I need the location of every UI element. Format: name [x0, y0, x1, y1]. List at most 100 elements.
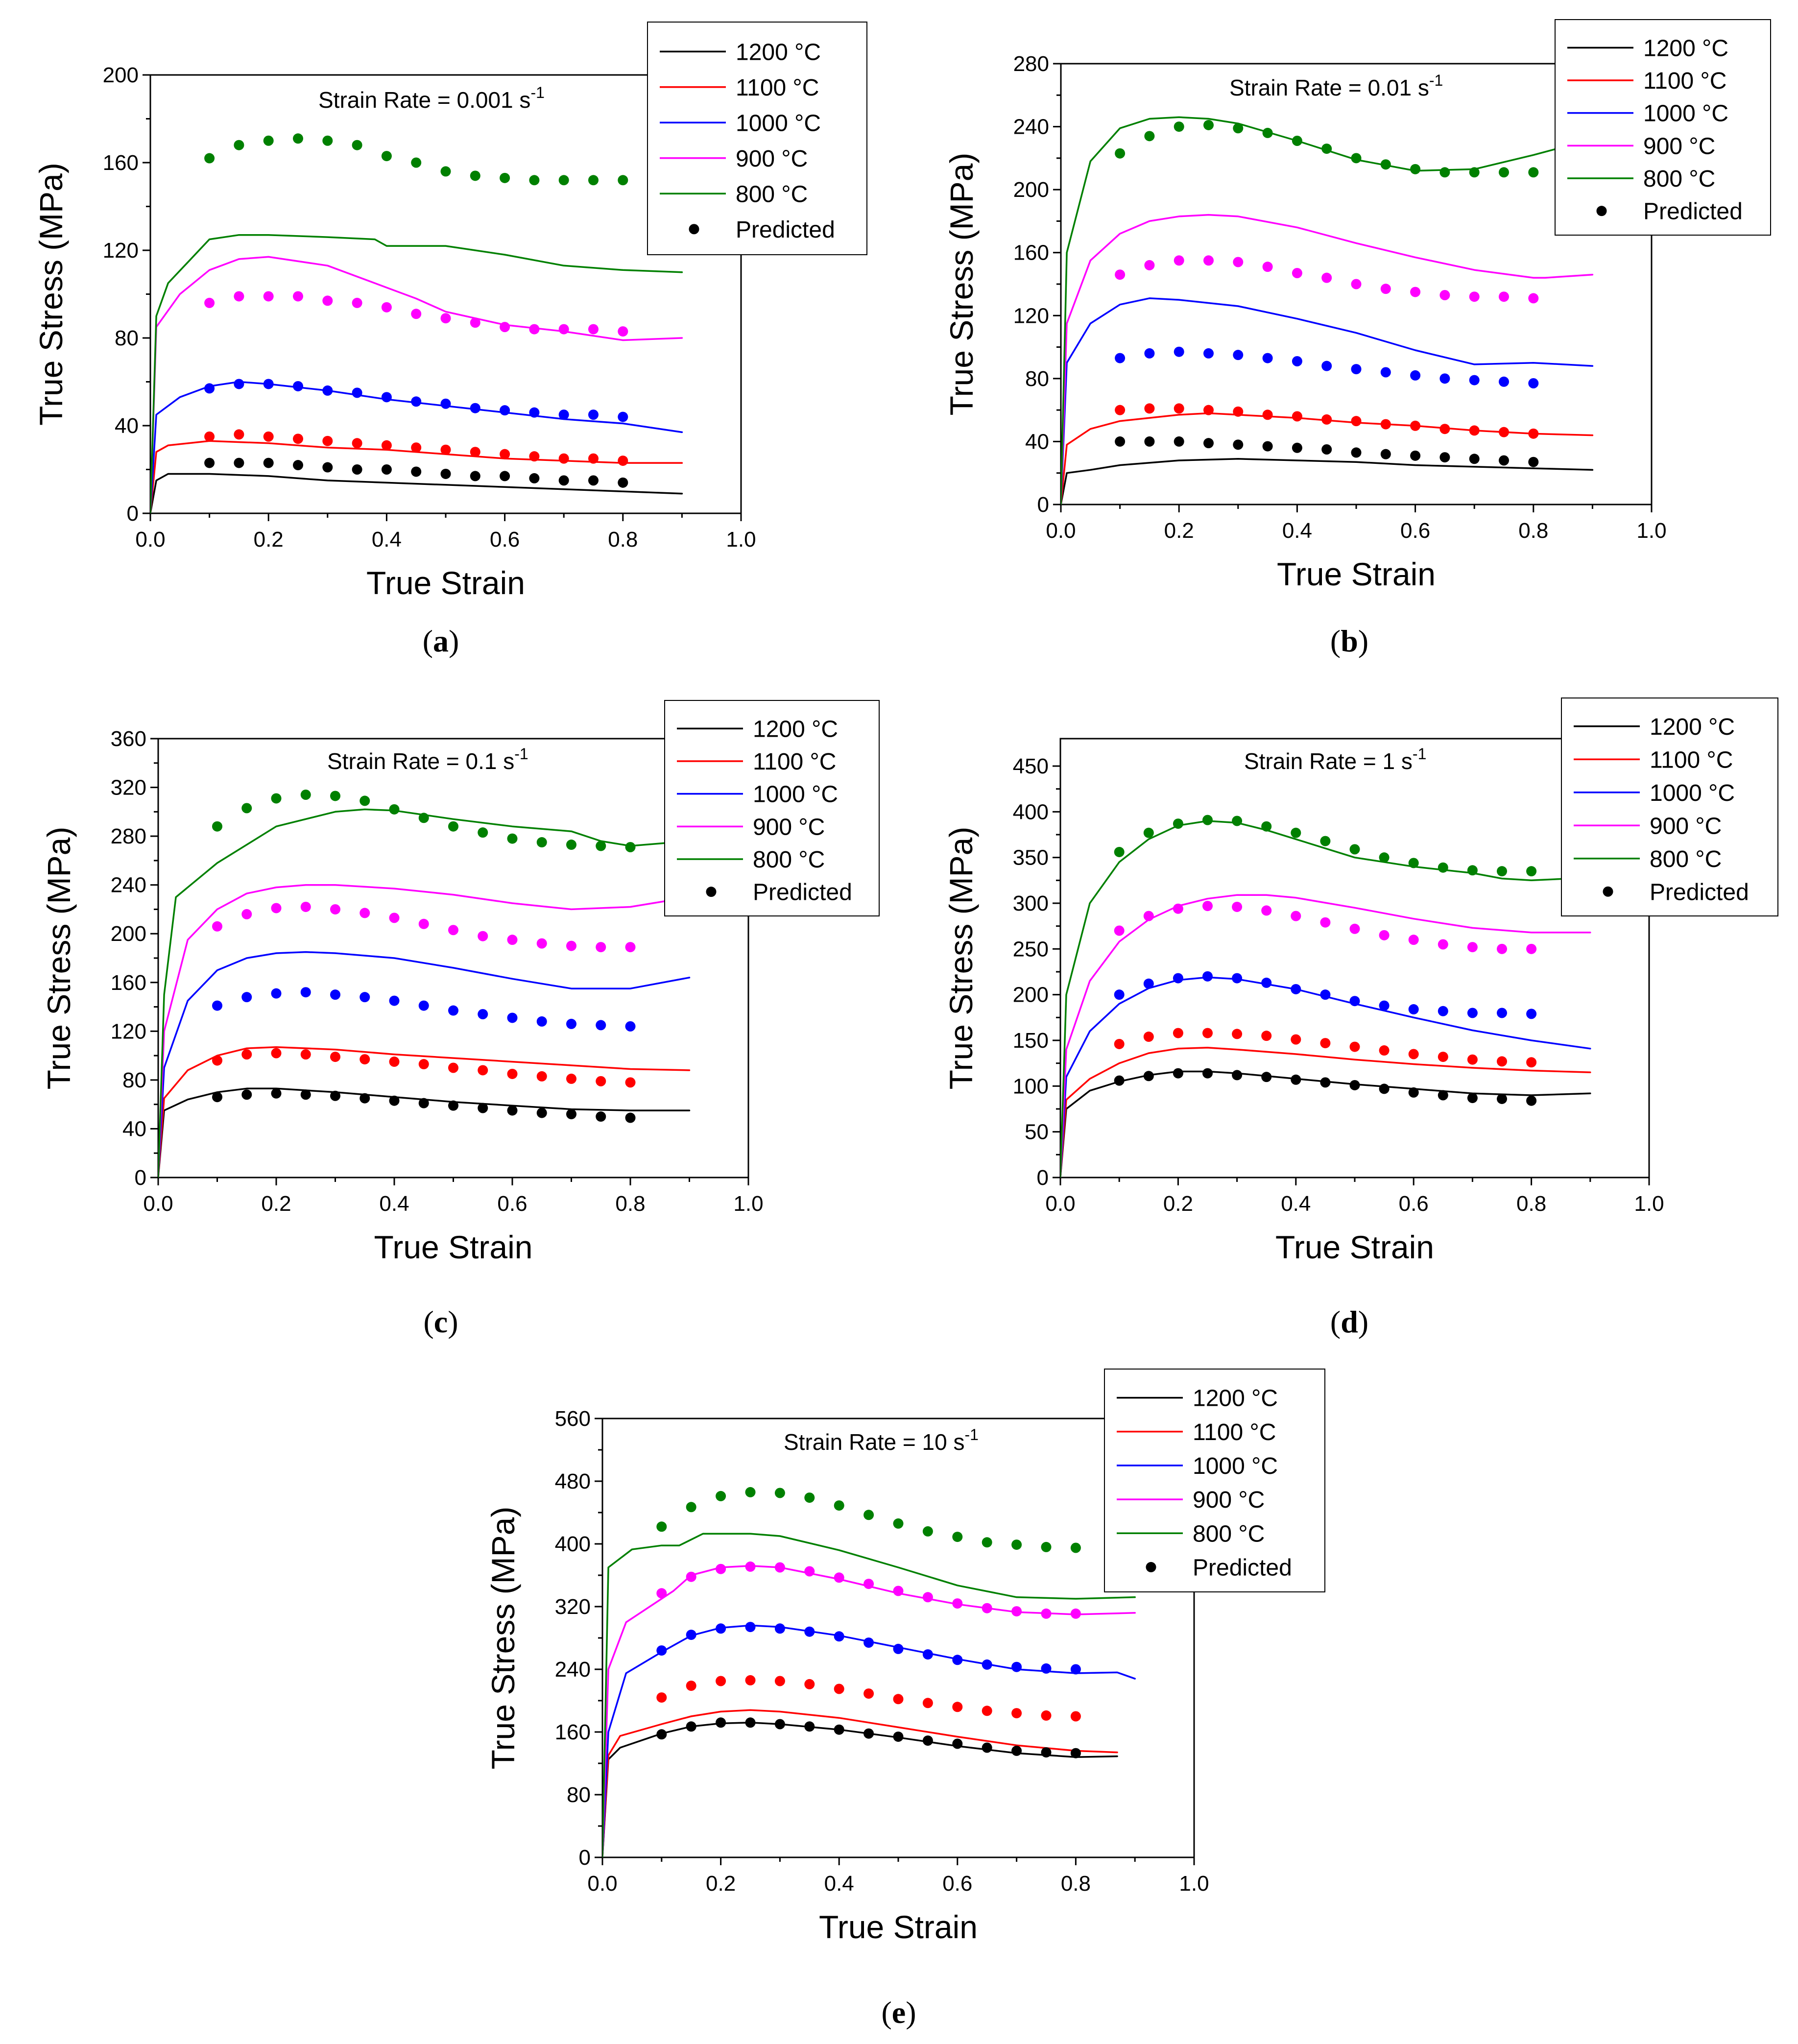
x-tick-label: 0.6 [497, 1192, 527, 1216]
predicted-point-900-c [1497, 943, 1507, 954]
predicted-point-900-c [411, 309, 422, 319]
legend-marker-predicted [1146, 1562, 1156, 1572]
strain-rate-superscript: -1 [514, 745, 528, 763]
predicted-point-800-c [566, 840, 576, 850]
predicted-point-1200-c [863, 1728, 874, 1739]
y-tick-label: 200 [103, 63, 139, 87]
caption-close-paren: ) [906, 1995, 916, 2030]
y-tick-label: 0 [579, 1846, 591, 1870]
predicted-point-1200-c [834, 1724, 844, 1735]
predicted-point-1100-c [1349, 1041, 1360, 1052]
y-tick-label: 400 [555, 1532, 591, 1556]
predicted-point-800-c [1439, 167, 1450, 178]
predicted-point-1200-c [1497, 1093, 1507, 1104]
predicted-point-1200-c [418, 1098, 429, 1108]
predicted-point-900-c [1469, 291, 1480, 302]
predicted-point-1200-c [1467, 1093, 1478, 1104]
predicted-point-1200-c [566, 1109, 576, 1120]
y-tick-label: 240 [555, 1658, 591, 1682]
predicted-point-900-c [330, 904, 340, 914]
predicted-point-900-c [618, 326, 628, 337]
predicted-point-1000-c [1115, 353, 1126, 363]
predicted-point-900-c [300, 901, 311, 912]
predicted-point-1000-c [536, 1016, 547, 1027]
data-area [1060, 815, 1591, 1178]
predicted-point-900-c [1526, 943, 1537, 954]
predicted-point-800-c [1115, 148, 1126, 159]
predicted-point-800-c [1292, 136, 1302, 146]
predicted-point-1100-c [1262, 409, 1273, 420]
chart-panel-c: 0.0 0.2 0.4 0.6 0.8 1.0 0 40 80 120 160 200 240 280 32… [41, 700, 880, 1339]
legend-label-1200-c: 1200 °C [1643, 35, 1728, 61]
predicted-point-1000-c [322, 385, 333, 396]
predicted-point-1100-c [1202, 1028, 1213, 1038]
caption-close-paren: ) [448, 1304, 458, 1339]
x-tick-label: 1.0 [726, 528, 756, 552]
predicted-point-1000-c [389, 995, 400, 1006]
predicted-point-900-c [1467, 942, 1478, 953]
predicted-point-800-c [656, 1521, 667, 1532]
predicted-point-1200-c [470, 471, 480, 481]
predicted-point-1200-c [529, 473, 540, 483]
predicted-point-1200-c [330, 1090, 340, 1101]
predicted-point-1100-c [271, 1048, 282, 1058]
predicted-point-1100-c [1528, 428, 1539, 439]
predicted-point-1000-c [656, 1645, 667, 1656]
predicted-point-1000-c [529, 407, 540, 418]
series-line-1200-c [150, 473, 683, 513]
predicted-point-1200-c [212, 1092, 222, 1103]
predicted-point-1200-c [1469, 454, 1480, 464]
predicted-point-1200-c [411, 466, 422, 477]
predicted-point-800-c [1174, 121, 1184, 132]
predicted-point-1100-c [411, 442, 422, 453]
predicted-point-1200-c [1232, 1070, 1243, 1081]
y-tick-label: 560 [555, 1407, 591, 1431]
legend-label-900-c: 900 °C [1643, 133, 1715, 159]
legend-label-1200-c: 1200 °C [1650, 714, 1735, 740]
x-tick-label: 0.2 [1164, 519, 1194, 543]
predicted-point-1000-c [982, 1659, 992, 1670]
legend-box [1561, 697, 1778, 916]
y-tick-label: 280 [1013, 52, 1049, 76]
predicted-point-900-c [381, 302, 392, 313]
predicted-point-800-c [1467, 865, 1478, 876]
strain-rate-label: Strain Rate = 0.01 s-1 [1229, 72, 1443, 100]
predicted-point-1200-c [952, 1738, 963, 1749]
predicted-point-1200-c [1410, 450, 1421, 461]
predicted-point-800-c [322, 135, 333, 146]
predicted-point-1000-c [922, 1649, 933, 1660]
x-tick-label: 0.4 [1282, 519, 1312, 543]
predicted-point-1100-c [478, 1065, 488, 1076]
predicted-point-1000-c [1173, 973, 1183, 984]
predicted-point-1000-c [893, 1643, 904, 1654]
series-line-900-c [158, 884, 691, 1178]
predicted-point-1000-c [440, 398, 451, 409]
predicted-point-1000-c [1467, 1008, 1478, 1018]
predicted-point-800-c [1410, 164, 1421, 174]
strain-rate-label: Strain Rate = 0.001 s-1 [318, 84, 545, 113]
predicted-point-900-c [293, 291, 303, 302]
predicted-point-800-c [922, 1526, 933, 1537]
predicted-point-1100-c [1469, 425, 1480, 436]
x-axis-title: True Strain [1275, 1229, 1434, 1265]
legend-label-1000-c: 1000 °C [1643, 101, 1728, 127]
x-tick-label: 1.0 [733, 1192, 763, 1216]
y-tick-label: 160 [555, 1720, 591, 1744]
predicted-point-1100-c [893, 1694, 904, 1705]
series-line-1000-c [1060, 976, 1591, 1178]
predicted-point-900-c [1114, 925, 1125, 936]
predicted-point-900-c [1351, 279, 1362, 289]
legend-label-1000-c: 1000 °C [753, 782, 838, 808]
x-tick-label: 0.8 [1061, 1872, 1091, 1896]
predicted-point-1000-c [263, 379, 274, 389]
predicted-point-900-c [1438, 939, 1448, 950]
caption-letter: e [892, 1995, 906, 2030]
predicted-point-1000-c [500, 405, 510, 416]
caption-close-paren: ) [449, 624, 459, 658]
predicted-point-1200-c [1408, 1087, 1419, 1098]
predicted-point-900-c [625, 942, 636, 953]
predicted-point-1200-c [922, 1735, 933, 1746]
caption-open-paren: ( [423, 1304, 433, 1339]
legend-label-predicted: Predicted [1643, 199, 1743, 225]
predicted-point-800-c [1143, 827, 1154, 838]
